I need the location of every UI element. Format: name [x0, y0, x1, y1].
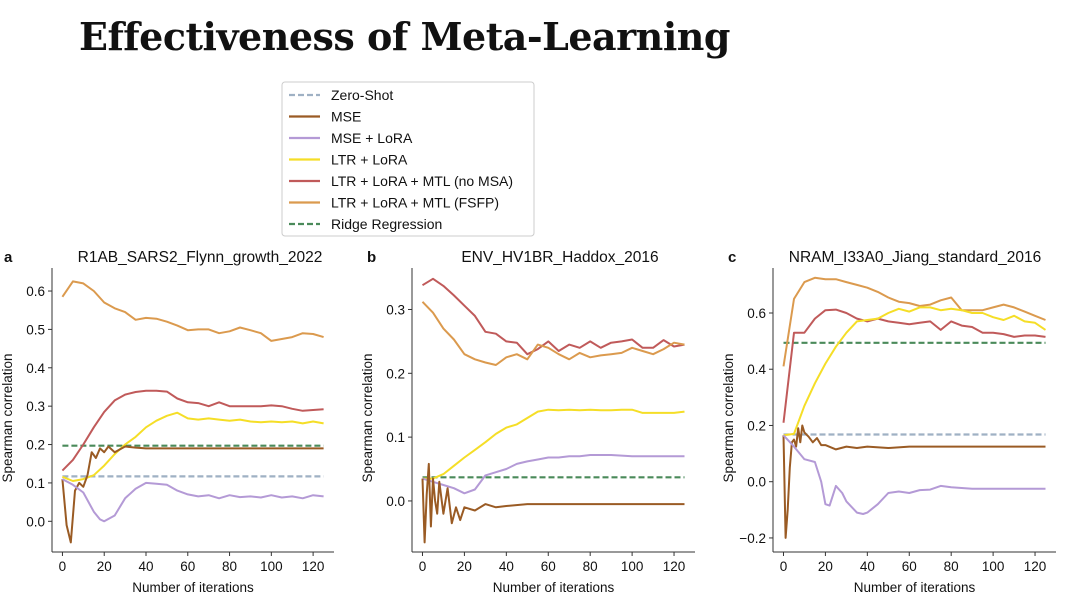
series-line-ltr_lora	[62, 411, 324, 482]
series-line-ltr_lora_mtl_fsfp	[421, 301, 685, 366]
series-group	[782, 276, 1047, 539]
legend-label: LTR + LoRA	[331, 152, 408, 168]
slide-title: Effectiveness of Meta-Learning	[79, 14, 730, 59]
y-tick-label: 0.4	[747, 362, 766, 377]
legend: Zero-Shot MSE MSE + LoRA LTR + LoRA LTR + Lo…	[281, 81, 535, 237]
series-line-ltr_lora_mtl_fsfp	[782, 276, 1046, 367]
x-tick-label: 40	[860, 559, 875, 574]
y-tick-label: 0.2	[26, 438, 45, 453]
legend-box	[281, 81, 535, 237]
y-tick-label: −0.2	[739, 531, 766, 546]
series-group	[61, 280, 324, 544]
series-line-ltr_lora_mtl_nomsa	[782, 308, 1046, 423]
y-tick-label: 0.3	[26, 399, 45, 414]
panel-label: c	[728, 249, 736, 266]
y-tick-label: 0.1	[26, 476, 45, 491]
x-tick-label: 0	[419, 559, 427, 574]
panel-label: a	[4, 249, 13, 266]
x-tick-label: 40	[138, 559, 153, 574]
chart-title: ENV_HV1BR_Haddox_2016	[461, 249, 658, 266]
chart-panel-c: c NRAM_I33A0_Jiang_standard_2016 0 20 40 60 80…	[721, 249, 1056, 595]
x-tick-label: 60	[902, 559, 917, 574]
legend-label: LTR + LoRA + MTL (no MSA)	[331, 173, 513, 189]
legend-label: MSE + LoRA	[331, 130, 413, 146]
x-tick-label: 120	[663, 559, 686, 574]
series-line-mse	[421, 462, 685, 544]
x-tick-label: 20	[97, 559, 112, 574]
y-tick-label: 0.0	[26, 514, 45, 529]
x-axis-label: Number of iterations	[854, 580, 976, 595]
y-tick-label: 0.6	[26, 284, 45, 299]
y-tick-label: 0.5	[26, 322, 45, 337]
y-axis-label: Spearman correlation	[0, 353, 15, 482]
legend-label: Ridge Regression	[331, 216, 442, 232]
x-axis-label: Number of iterations	[132, 580, 254, 595]
y-tick-label: 0.2	[747, 418, 766, 433]
x-tick-label: 80	[944, 559, 959, 574]
chart-panels: a R1AB_SARS2_Flynn_growth_2022 0 20 40 60 80 10…	[0, 249, 1056, 595]
series-line-mse_lora	[422, 454, 685, 495]
y-axis-label: Spearman correlation	[360, 353, 375, 482]
series-line-ltr_lora_mtl_nomsa	[421, 277, 685, 356]
y-tick-label: 0.4	[26, 361, 45, 376]
legend-label: MSE	[331, 109, 361, 125]
x-tick-label: 100	[982, 559, 1005, 574]
panel-label: b	[367, 249, 376, 266]
y-tick-label: 0.0	[386, 494, 405, 509]
chart-title: R1AB_SARS2_Flynn_growth_2022	[78, 249, 323, 266]
x-tick-label: 60	[541, 559, 556, 574]
series-line-mse	[782, 424, 1046, 539]
x-tick-label: 80	[222, 559, 237, 574]
x-tick-label: 20	[457, 559, 472, 574]
x-tick-label: 40	[499, 559, 514, 574]
y-tick-label: 0.2	[386, 366, 405, 381]
chart-title: NRAM_I33A0_Jiang_standard_2016	[789, 249, 1041, 266]
legend-label: Zero-Shot	[331, 87, 393, 103]
y-tick-label: 0.3	[386, 302, 405, 317]
x-tick-label: 0	[780, 559, 788, 574]
series-line-ltr_lora_mtl_nomsa	[61, 389, 324, 472]
series-line-ltr_lora	[783, 306, 1047, 437]
series-group	[421, 277, 685, 544]
x-tick-label: 120	[1024, 559, 1047, 574]
x-tick-label: 20	[818, 559, 833, 574]
series-line-mse_lora	[61, 478, 324, 523]
x-tick-label: 100	[260, 559, 283, 574]
x-tick-label: 120	[302, 559, 325, 574]
series-line-ltr_lora	[422, 408, 685, 480]
legend-label: LTR + LoRA + MTL (FSFP)	[331, 195, 499, 211]
x-tick-label: 0	[59, 559, 67, 574]
series-line-mse_lora	[782, 434, 1046, 515]
x-tick-label: 80	[583, 559, 598, 574]
y-tick-label: 0.1	[386, 430, 405, 445]
x-tick-label: 100	[621, 559, 644, 574]
y-tick-label: 0.6	[747, 306, 766, 321]
y-axis-label: Spearman correlation	[721, 353, 736, 482]
chart-panel-b: b ENV_HV1BR_Haddox_2016 0 20 40 60 80 100 120 0.0…	[360, 249, 695, 595]
chart-panel-a: a R1AB_SARS2_Flynn_growth_2022 0 20 40 60 80 10…	[0, 249, 334, 595]
series-line-ltr_lora_mtl_fsfp	[61, 280, 324, 342]
x-axis-label: Number of iterations	[493, 580, 615, 595]
y-tick-label: 0.0	[747, 475, 766, 490]
x-tick-label: 60	[180, 559, 195, 574]
